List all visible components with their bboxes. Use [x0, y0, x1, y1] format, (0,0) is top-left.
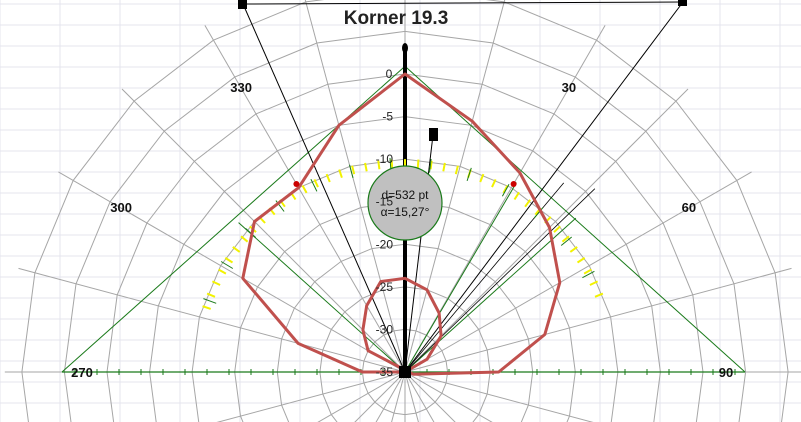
yellow-tick: [377, 160, 381, 170]
beam-line: [242, 3, 406, 373]
angle-label: 30: [562, 80, 576, 95]
radar-spoke: [204, 25, 406, 373]
green-tick: [560, 236, 573, 246]
green-tick: [220, 261, 234, 269]
axis-tip: [402, 43, 408, 53]
marker-point: [293, 181, 300, 187]
angle-label: 60: [682, 200, 696, 215]
yellow-tick: [325, 173, 331, 183]
radar-spoke: [404, 371, 435, 422]
yellow-tick: [429, 160, 433, 170]
yellow-tick: [569, 246, 578, 253]
yellow-tick: [301, 185, 308, 194]
yellow-tick: [553, 225, 561, 233]
yellow-tick: [454, 165, 459, 175]
yellow-tick: [576, 257, 586, 264]
yellow-tick: [313, 178, 319, 188]
yellow-tick: [583, 268, 592, 275]
inner-guide: [404, 182, 517, 373]
radar-spoke: [404, 88, 689, 373]
label-layer: -5 -10 -15 -20 -25 -30 -35 0 270 300 330 30 60 90: [71, 67, 733, 380]
radar-spoke: [404, 171, 752, 373]
green-tick: [429, 158, 432, 173]
radar-spoke: [121, 88, 406, 373]
yellow-tick: [211, 280, 221, 286]
inner-guide: [238, 222, 406, 373]
radar-spoke: [58, 171, 406, 373]
beam-line: [242, 1, 684, 5]
handle-square: [429, 128, 438, 141]
radar-spoke: [317, 371, 406, 422]
yellow-tick: [240, 235, 249, 243]
info-distance: d=532 pt: [381, 188, 429, 202]
yellow-tick: [594, 292, 604, 298]
yellow-tick: [502, 185, 509, 194]
green-tick: [533, 207, 544, 219]
radar-spoke: [216, 371, 406, 422]
yellow-tick: [206, 292, 216, 298]
yellow-tick: [364, 162, 368, 172]
radar-spoke: [404, 267, 792, 373]
angle-label: 300: [110, 200, 132, 215]
angle-label: 90: [719, 365, 733, 380]
handle-square: [678, 0, 687, 6]
radar-spoke: [304, 0, 406, 373]
radar-spoke: [391, 371, 406, 422]
yellow-tick: [232, 246, 241, 253]
radar-spoke: [404, 371, 594, 422]
info-angle: α=15,27°: [381, 205, 430, 219]
ring-label: -25: [376, 280, 394, 294]
ring-label: -35: [376, 365, 394, 379]
angle-label: 270: [71, 365, 93, 380]
green-tick: [501, 184, 510, 197]
chart-title: Korner 19.3: [344, 8, 449, 29]
radar-spoke: [404, 371, 493, 422]
yellow-tick: [218, 268, 227, 275]
angle-label: 330: [230, 80, 252, 95]
yellow-tick: [390, 159, 394, 169]
radar-spoke: [404, 371, 456, 422]
yellow-tick: [202, 305, 212, 310]
green-tick: [466, 167, 472, 182]
ring-label: -20: [376, 237, 394, 251]
yellow-tick: [513, 191, 520, 201]
green-tick: [582, 270, 595, 279]
ring-label: -15: [376, 195, 394, 209]
ring-label: -30: [376, 322, 394, 336]
radar-spoke: [18, 267, 406, 373]
green-tick: [310, 178, 318, 192]
yellow-tick: [524, 199, 531, 208]
marker-point: [510, 181, 517, 187]
radar-spoke: [404, 0, 506, 373]
overlay-layer: d=532 pt α=15,27°: [238, 0, 687, 378]
info-circle: [367, 165, 443, 241]
yellow-tick: [479, 173, 485, 183]
radar-spoke: [404, 371, 419, 422]
radar-spoke: [354, 371, 406, 422]
yellow-tick: [442, 162, 446, 172]
yellow-tick: [338, 169, 343, 179]
ring-label: -5: [382, 110, 393, 124]
series-layer: [241, 72, 562, 376]
green-tick: [349, 164, 354, 179]
green-tick: [203, 298, 217, 304]
yellow-tick: [224, 257, 234, 264]
radar-spoke: [375, 371, 406, 422]
yellow-tick: [351, 165, 356, 175]
handle-square: [238, 0, 247, 9]
ring-label: -10: [376, 152, 394, 166]
ring-label: 0: [386, 67, 393, 81]
yellow-tick: [491, 178, 497, 188]
yellow-tick: [561, 235, 570, 243]
yellow-tick: [589, 280, 599, 286]
beam-line: [404, 1, 684, 373]
yellow-tick: [416, 159, 420, 169]
origin-square: [399, 366, 411, 378]
